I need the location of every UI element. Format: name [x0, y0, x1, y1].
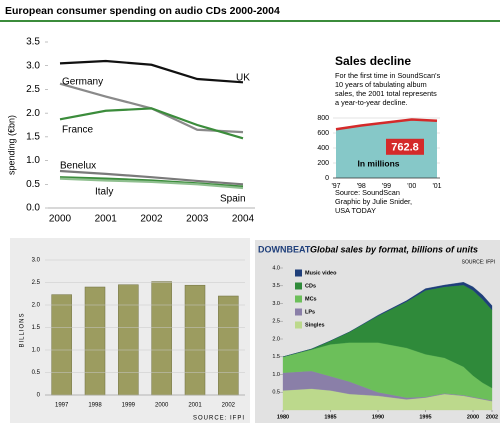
- x-tick-label: 1995: [419, 414, 431, 420]
- y-tick-label: 0.5: [32, 370, 41, 376]
- legend-swatch: [295, 269, 302, 277]
- legend-swatch: [295, 321, 302, 329]
- x-tick-label: 2002: [486, 414, 498, 420]
- brand: DOWNBEAT: [258, 244, 311, 254]
- x-tick-label: '99: [382, 183, 391, 190]
- y-tick-label: 1.0: [26, 155, 40, 166]
- y-tick-label: 4.0: [272, 265, 280, 271]
- chart-title: Sales decline: [335, 54, 411, 68]
- source: USA TODAY: [335, 206, 376, 215]
- y-tick-label: 0.5: [26, 179, 40, 190]
- y-tick-label: 2.5: [272, 319, 280, 325]
- series-label: Italy: [95, 187, 113, 198]
- y-tick-label: 2.0: [32, 303, 41, 309]
- y-tick-label: 3.5: [272, 283, 280, 289]
- note: sales, the 2001 total represents: [335, 89, 437, 98]
- y-tick-label: 1.5: [32, 325, 41, 331]
- bar: [118, 284, 139, 396]
- note: For the first time in SoundScan's: [335, 71, 441, 80]
- legend-label: Music video: [305, 270, 337, 276]
- chart-title: European consumer spending on audio CDs …: [5, 5, 280, 17]
- x-tick-label: 2003: [186, 214, 209, 225]
- y-tick-label: 0: [325, 175, 329, 182]
- y-tick-label: 2.5: [26, 84, 40, 95]
- x-tick-label: '01: [432, 183, 441, 190]
- bar: [51, 294, 72, 396]
- y-tick-label: 3.0: [272, 301, 280, 307]
- y-tick-label: 600: [317, 130, 329, 137]
- source: Graphic by Julie Snider,: [335, 197, 412, 206]
- x-tick-label: 2001: [188, 403, 202, 409]
- chart-title: Global sales by format, billions of unit…: [310, 244, 478, 254]
- bar: [151, 281, 172, 396]
- series-label: Benelux: [60, 161, 96, 172]
- x-tick-label: 2004: [232, 214, 255, 225]
- x-tick-label: 2000: [467, 414, 479, 420]
- note: 10 years of tabulating album: [335, 80, 427, 89]
- legend-swatch: [295, 295, 302, 303]
- y-tick-label: 3.5: [26, 37, 40, 48]
- line: [59, 59, 244, 84]
- x-tick-label: 2000: [49, 214, 72, 225]
- y-tick-label: 1.0: [32, 348, 41, 354]
- y-tick-label: 2.0: [26, 108, 40, 119]
- series-label: France: [62, 125, 94, 136]
- legend-label: CDs: [305, 283, 316, 289]
- note: a year-to-year decline.: [335, 98, 408, 107]
- legend-label: LPs: [305, 309, 315, 315]
- source: SOURCE: IFPI: [462, 259, 495, 265]
- x-tick-label: '97: [331, 183, 340, 190]
- area: [282, 282, 493, 357]
- line: [59, 169, 244, 186]
- unit-label: In millions: [357, 158, 399, 168]
- y-tick-label: 3.0: [26, 60, 40, 71]
- y-tick-label: 3.0: [32, 258, 41, 264]
- value-label: 762.8: [391, 142, 419, 154]
- value-label-box: [386, 138, 424, 155]
- series-label: Spain: [220, 194, 246, 205]
- line: [59, 107, 244, 140]
- y-tick-label: 1.5: [26, 131, 40, 142]
- y-tick-label: 800: [317, 115, 329, 122]
- y-tick-label: 1.5: [272, 354, 280, 360]
- y-tick-label: 400: [317, 145, 329, 152]
- x-tick-label: 2002: [222, 403, 236, 409]
- x-tick-label: '00: [407, 183, 416, 190]
- y-tick-label: 0.0: [26, 203, 40, 214]
- series-label: Germany: [62, 77, 103, 88]
- x-tick-label: 1985: [324, 414, 336, 420]
- x-tick-label: 2001: [95, 214, 118, 225]
- source: SOURCE: IFPI: [193, 416, 245, 422]
- x-tick-label: '98: [357, 183, 366, 190]
- y-axis-label: BILLIONS: [20, 312, 26, 347]
- y-tick-label: 2.0: [272, 336, 280, 342]
- legend-label: MCs: [305, 296, 317, 302]
- bar: [184, 284, 206, 396]
- y-tick-label: 0.5: [272, 390, 280, 396]
- series-label: UK: [236, 73, 250, 84]
- line: [335, 118, 438, 131]
- legend-label: Singles: [305, 322, 325, 328]
- x-tick-label: 1990: [372, 414, 384, 420]
- y-tick-label: 1.0: [272, 372, 280, 378]
- legend-swatch: [295, 282, 302, 290]
- x-tick-label: 1998: [88, 403, 102, 409]
- x-tick-label: 1980: [277, 414, 289, 420]
- y-tick-label: 0: [37, 393, 41, 399]
- source: Source: SoundScan: [335, 188, 400, 197]
- line: [59, 176, 244, 188]
- x-tick-label: 2000: [155, 403, 169, 409]
- y-tick-label: 2.5: [32, 280, 41, 286]
- bar: [218, 295, 239, 396]
- line: [59, 177, 244, 190]
- legend-swatch: [295, 308, 302, 316]
- bar: [84, 286, 106, 396]
- y-tick-label: 200: [317, 160, 329, 167]
- y-axis-label: spending (€bn): [6, 115, 16, 175]
- x-tick-label: 1997: [55, 403, 69, 409]
- x-tick-label: 1999: [122, 403, 136, 409]
- x-tick-label: 2002: [140, 214, 163, 225]
